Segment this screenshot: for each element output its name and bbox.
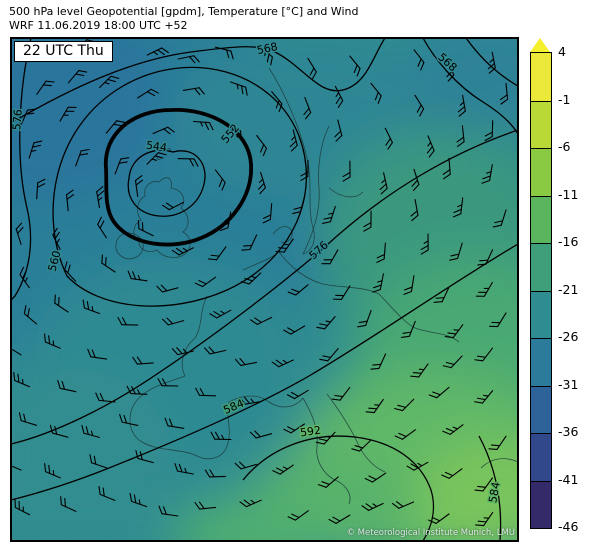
colorbar-tick-label: 4 [558,44,566,59]
colorbar-tick-label: -36 [558,424,579,439]
colorbar-segment [531,53,551,101]
colorbar-tick-label: -26 [558,329,579,344]
timestamp-badge: 22 UTC Thu [14,41,113,62]
contour-592 [242,435,435,541]
attribution-text: © Meteorological Institute Munich, LMU [346,528,515,538]
colorbar-tick-label: -21 [558,281,579,297]
colorbar-segment [531,385,551,433]
weather-map: 576 568 568 552 544 560 576 584 592 584 [11,38,518,541]
colorbar-tick-label: -6 [558,139,571,154]
contour-label: 568 [256,40,279,57]
contour-568-north [11,38,386,124]
contour-584 [11,243,518,501]
temperature-field [11,38,518,541]
colorbar-tick-label: -1 [558,91,571,107]
map-title: 500 hPa level Geopotential [gpdm], Tempe… [9,5,358,34]
contour-label: 576 [11,109,25,131]
title-line-1: 500 hPa level Geopotential [gpdm], Tempe… [9,5,359,18]
colorbar-tick-label: -16 [558,234,579,249]
contour-568-northeast [422,38,518,135]
coastlines [115,67,518,505]
contour-label: 584 [486,481,502,504]
contour-544 [127,149,206,217]
colorbar-segment [531,100,551,148]
colorbar-arrow-icon [530,38,550,52]
colorbar-tick-label: -11 [558,186,579,202]
contour-584-southeast [478,435,502,541]
colorbar-tick-label: -46 [558,519,579,534]
colorbar-segment [531,148,551,196]
colorbar-segment [531,480,551,528]
colorbar-segments [530,52,552,529]
colorbar-tick-label: -31 [558,376,579,392]
geopotential-contours [11,38,518,541]
contour-label: 544 [145,139,168,155]
colorbar-segment [531,338,551,386]
contour-576-central [11,129,518,445]
contour-northeast-extra [465,38,518,87]
colorbar-tick-label: -41 [558,471,579,487]
temperature-colorbar: 4 -1 -6 -11 -16 -21 -26 -31 -36 -41 -46 [530,38,578,534]
colorbar-segment [531,290,551,338]
contour-552-bold [104,108,253,247]
colorbar-segment [531,433,551,481]
title-line-2: WRF 11.06.2019 18:00 UTC +52 [9,19,188,33]
contour-560 [52,66,307,307]
contour-label: 592 [299,424,322,440]
colorbar-segment [531,243,551,291]
colorbar-segment [531,195,551,243]
map-panel: 576 568 568 552 544 560 576 584 592 584 … [10,37,519,542]
